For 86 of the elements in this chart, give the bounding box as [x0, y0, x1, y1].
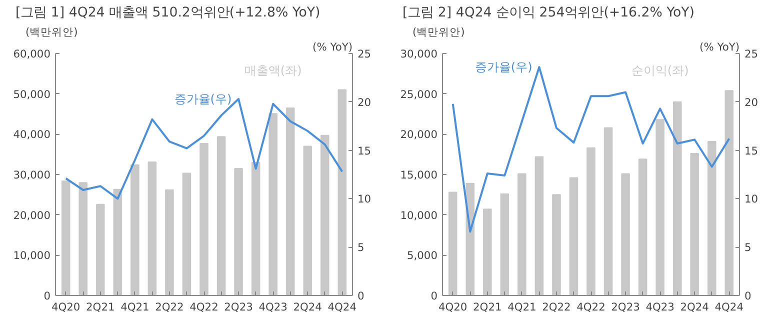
- chart-title: [그림 1] 4Q24 매출액 510.2억위안(+12.8% YoY): [16, 6, 320, 20]
- y-tick-label: 25,000: [400, 88, 438, 101]
- bar: [338, 89, 347, 296]
- y-tick-label: 10,000: [13, 249, 51, 262]
- y2-tick-label: 25: [744, 48, 758, 60]
- x-tick-label: 4Q22: [190, 300, 218, 314]
- bar: [268, 113, 278, 296]
- y-tick-label: 40,000: [13, 128, 51, 142]
- x-tick-label: 2Q24: [293, 300, 322, 314]
- bar: [690, 153, 699, 296]
- y2-tick-label: 5: [744, 241, 752, 254]
- x-tick-label: 4Q21: [508, 300, 536, 314]
- bar: [182, 172, 192, 296]
- y2-tick-label: 20: [744, 96, 758, 109]
- x-tick-label: 2Q23: [611, 300, 640, 314]
- bar: [96, 204, 105, 296]
- bar: [303, 146, 312, 296]
- x-tick-label: 4Q20: [51, 300, 80, 314]
- chart-title: [그림 2] 4Q24 순이익 254억위안(+16.2% YoY): [402, 6, 695, 20]
- bar: [251, 162, 260, 296]
- bar: [586, 147, 596, 296]
- bar: [656, 119, 664, 296]
- x-tick-label: 2Q21: [86, 300, 115, 314]
- bar: [466, 182, 475, 296]
- x-tick-label: 2Q24: [680, 300, 710, 314]
- bar: [500, 193, 510, 296]
- x-tick-label: 4Q23: [258, 300, 288, 314]
- y-tick-label: 15,000: [400, 168, 438, 182]
- bar: [638, 158, 648, 296]
- x-tick-label: 2Q22: [542, 300, 571, 314]
- y2-axis-title: (% YoY): [312, 40, 353, 54]
- y2-tick-label: 25: [358, 48, 372, 60]
- bar: [234, 168, 243, 296]
- x-tick-label: 2Q23: [224, 300, 253, 314]
- bar: [448, 192, 458, 296]
- bar: [78, 182, 88, 296]
- y-tick-label: 30,000: [400, 48, 438, 60]
- y-tick-label: 30,000: [13, 168, 51, 182]
- x-tick-label: 4Q24: [328, 300, 357, 314]
- bar: [483, 208, 492, 296]
- bar: [672, 101, 682, 296]
- y-tick-label: 20,000: [13, 208, 51, 222]
- y-tick-label: 5,000: [406, 249, 438, 262]
- bar: [130, 164, 140, 296]
- bar: [569, 177, 578, 296]
- y-tick-label: 0: [430, 290, 438, 302]
- y2-axis-title: (% YoY): [700, 40, 740, 54]
- bar: [320, 134, 330, 296]
- y-tick-label: 60,000: [13, 48, 51, 60]
- y-axis-title: (백만위안): [412, 26, 465, 38]
- bar: [216, 136, 226, 296]
- y2-tick-label: 0: [358, 290, 364, 302]
- series-label: 증가율(우): [474, 60, 532, 74]
- bar: [604, 127, 613, 296]
- bar: [724, 90, 734, 296]
- bar: [621, 173, 630, 296]
- bar: [113, 188, 122, 296]
- x-tick-label: 2Q21: [473, 300, 502, 314]
- y-tick-label: 0: [44, 290, 51, 302]
- bar: [518, 173, 526, 296]
- y-tick-label: 50,000: [13, 88, 51, 101]
- y2-tick-label: 5: [358, 241, 364, 254]
- bar: [707, 140, 716, 296]
- bar: [534, 156, 544, 296]
- series-label: 증가율(우): [174, 92, 232, 106]
- y-axis-title: (백만위안): [26, 26, 78, 38]
- x-tick-label: 4Q20: [438, 300, 468, 314]
- x-tick-label: 4Q23: [646, 300, 674, 314]
- y-tick-label: 20,000: [400, 128, 438, 142]
- x-tick-label: 2Q22: [155, 300, 184, 314]
- x-tick-label: 4Q22: [576, 300, 606, 314]
- y2-tick-label: 10: [358, 192, 372, 206]
- x-tick-label: 4Q21: [120, 300, 150, 314]
- y2-tick-label: 15: [358, 144, 372, 158]
- bar: [200, 142, 208, 296]
- bar: [148, 161, 157, 296]
- y2-tick-label: 0: [744, 290, 752, 302]
- y2-tick-label: 10: [744, 192, 758, 206]
- bar: [286, 107, 295, 296]
- bar: [165, 189, 174, 296]
- y-tick-label: 10,000: [400, 208, 438, 222]
- x-tick-label: 4Q24: [714, 300, 744, 314]
- y2-tick-label: 20: [358, 96, 372, 109]
- y2-tick-label: 15: [744, 144, 758, 158]
- bar: [552, 194, 561, 296]
- bar: [61, 180, 70, 296]
